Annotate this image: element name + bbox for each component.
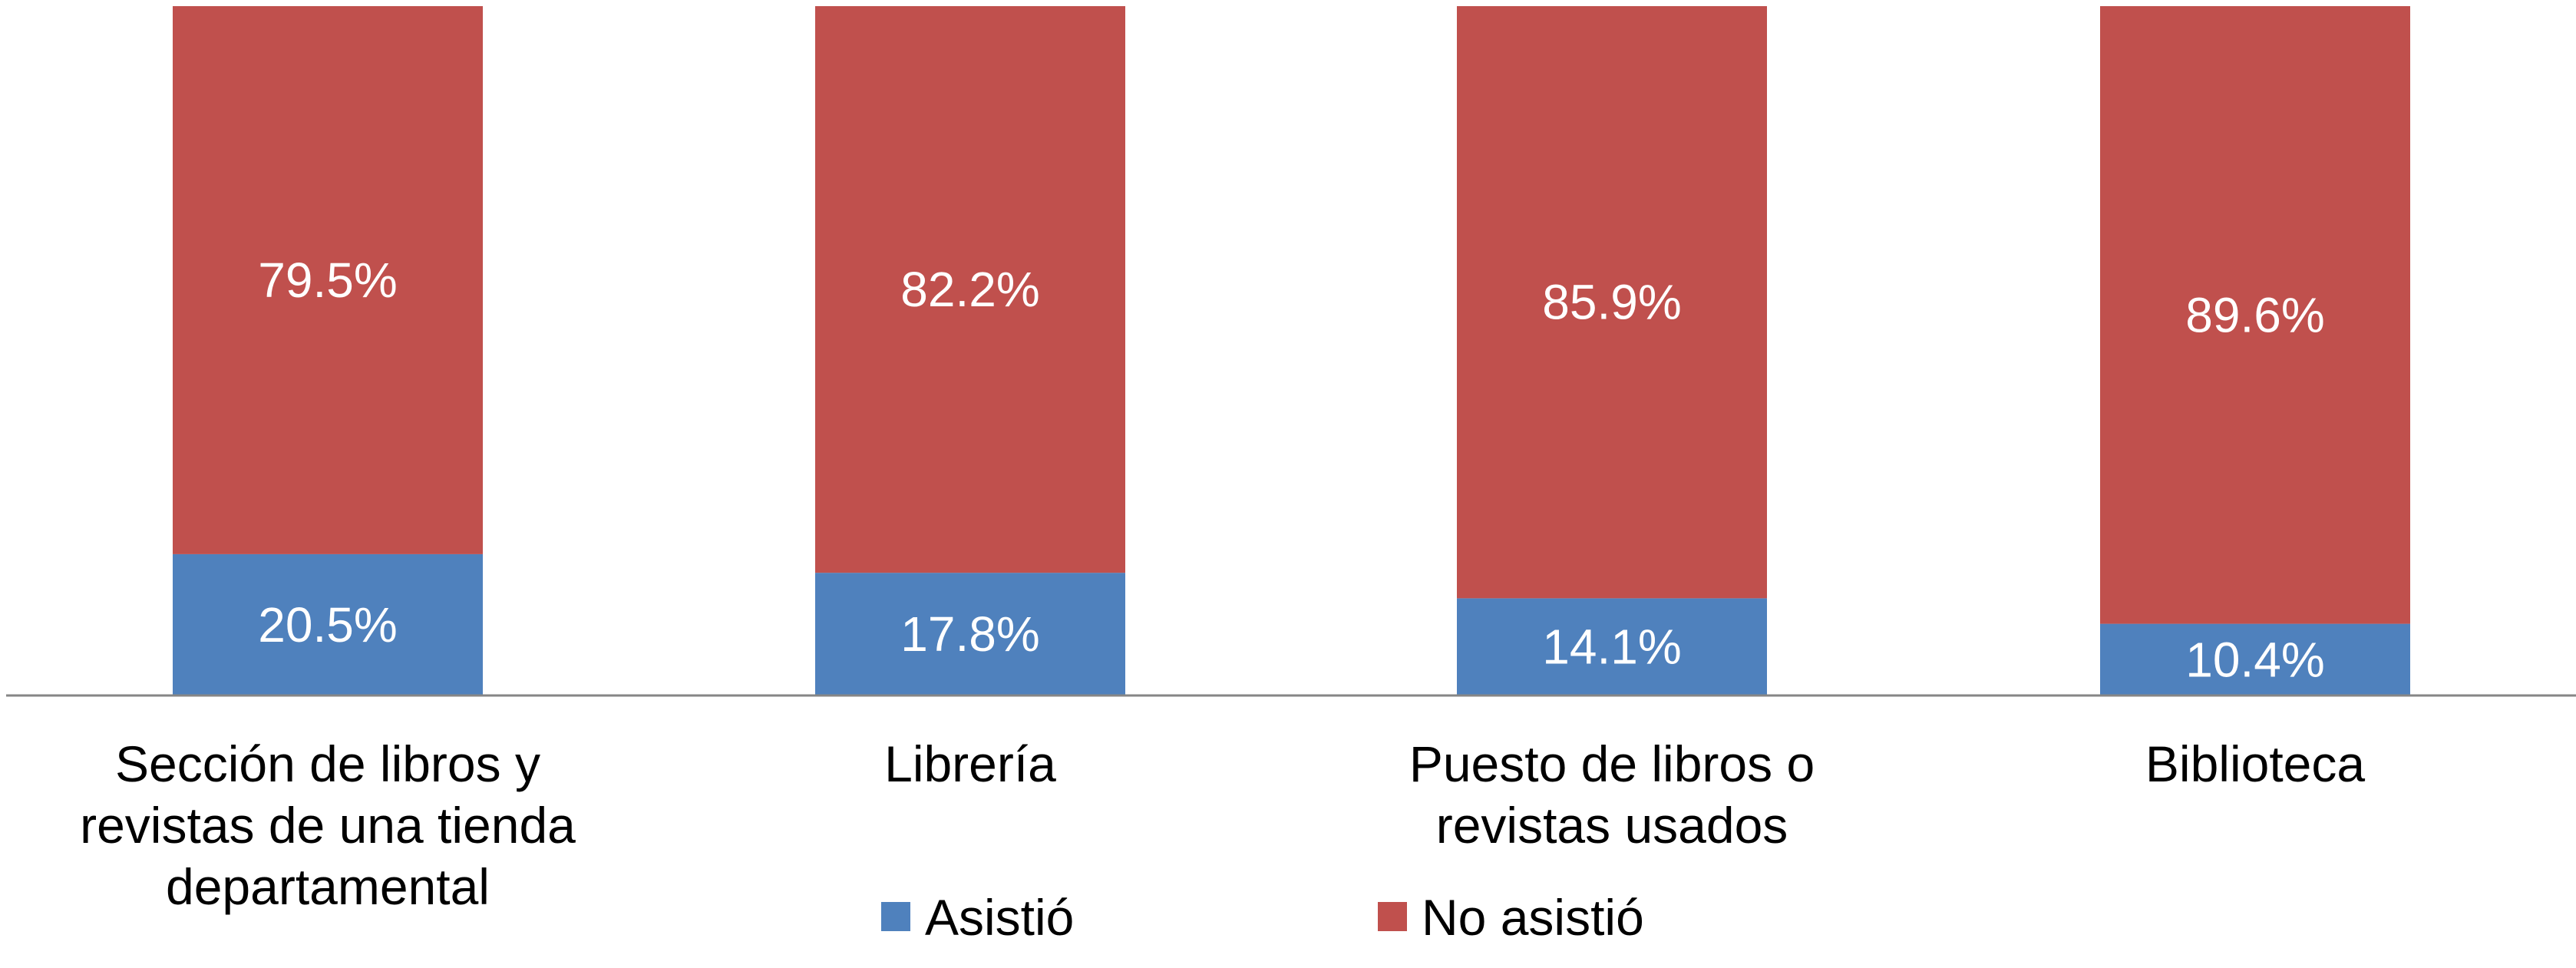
data-label-asistio-1: 17.8% <box>900 606 1039 662</box>
bar-asistio-3 <box>2100 623 2410 695</box>
data-label-asistio-0: 20.5% <box>258 597 397 652</box>
bar-asistio-0 <box>173 553 483 695</box>
bar-no-asistio-2 <box>1457 6 1767 599</box>
bar-labels-group: 20.5% 79.5% 17.8% 82.2% 14.1% 85.9% 10.4% 89.6% <box>258 253 2324 687</box>
data-label-no-asistio-0: 79.5% <box>258 253 397 308</box>
bar-asistio-1 <box>815 573 1125 695</box>
bar-no-asistio-0 <box>173 6 483 554</box>
bars-group <box>173 6 2410 695</box>
data-label-no-asistio-2: 85.9% <box>1542 275 1681 330</box>
category-label-3: Biblioteca <box>2145 735 2365 792</box>
legend-label-asistio: Asistió <box>925 889 1074 946</box>
category-label-0: Sección de libros y revistas de una tiend… <box>80 735 576 915</box>
category-label-1: Librería <box>884 735 1056 792</box>
legend-label-no-asistio: No asistió <box>1422 889 1644 946</box>
legend-swatch-no-asistio <box>1378 902 1407 931</box>
legend-swatch-asistio <box>881 902 910 931</box>
bar-asistio-2 <box>1457 598 1767 695</box>
bar-no-asistio-1 <box>815 6 1125 573</box>
data-label-no-asistio-3: 89.6% <box>2185 287 2324 342</box>
category-labels-group: Sección de libros y revistas de una tiend… <box>80 735 2365 915</box>
category-label-2: Puesto de libros o revistas usados <box>1409 735 1815 854</box>
legend: Asistió No asistió <box>881 889 1644 946</box>
bar-no-asistio-3 <box>2100 6 2410 624</box>
data-label-asistio-3: 10.4% <box>2185 632 2324 687</box>
data-label-asistio-2: 14.1% <box>1542 619 1681 675</box>
data-label-no-asistio-1: 82.2% <box>900 262 1039 317</box>
